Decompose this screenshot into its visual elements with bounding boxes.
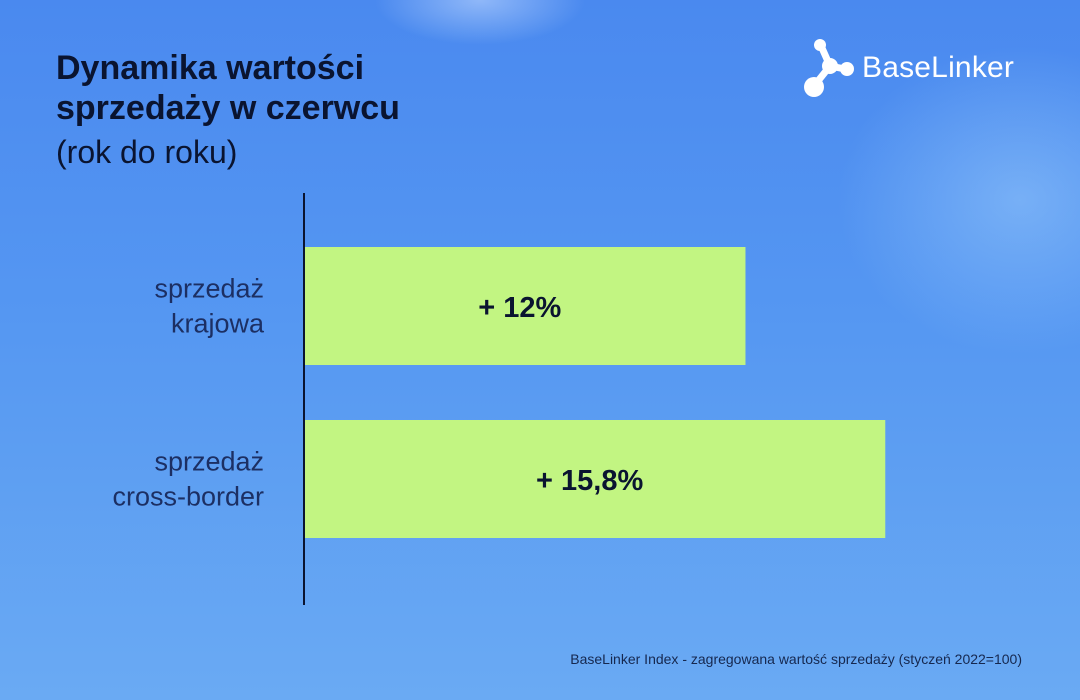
bar-0 [304, 247, 746, 365]
category-label-1-1: cross-border [112, 482, 264, 512]
brand-name: BaseLinker [862, 51, 1015, 84]
data-label-1: + 15,8% [536, 465, 643, 497]
molecule-icon [804, 39, 854, 97]
bar-1 [304, 420, 886, 538]
category-label-1-0: sprzedaż [154, 447, 264, 477]
chart-subtitle: (rok do roku) [56, 134, 238, 170]
category-label-0-1: krajowa [171, 309, 265, 339]
data-label-0: + 12% [478, 292, 561, 324]
footnote: BaseLinker Index - zagregowana wartość s… [570, 651, 1022, 667]
category-label-0-0: sprzedaż [154, 274, 264, 304]
chart-title: Dynamika wartości sprzedaży w czerwcu [56, 49, 400, 127]
brand-logo: BaseLinker [800, 36, 1050, 100]
